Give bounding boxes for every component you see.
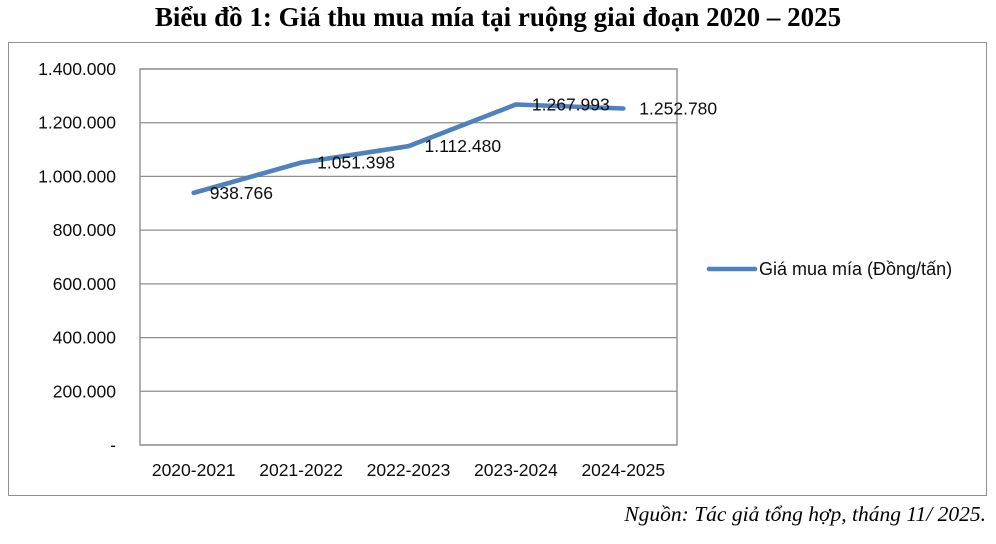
chart-frame: 1.400.000 1.200.000 1.000.000 800.000 600.00… [8,42,987,496]
x-tick-label: 2022-2023 [367,460,451,480]
data-label: 938.766 [210,183,273,203]
source-note: Nguồn: Tác giả tổng hợp, tháng 11/ 2025. [624,502,986,526]
plot-border [139,68,678,446]
data-label: 1.051.398 [317,153,395,173]
x-tick-label: 2023-2024 [474,460,558,480]
y-tick-label: 1.000.000 [38,166,116,186]
legend-label: Giá mua mía (Đồng/tấn) [759,259,952,279]
y-tick-label: 1.200.000 [38,113,116,133]
data-label: 1.267.993 [532,94,610,114]
series-line [191,102,626,196]
x-tick-label: 2020-2021 [152,460,236,480]
data-label: 1.252.780 [639,99,717,119]
y-tick-label: 400.000 [53,328,117,348]
chart-title: Biểu đồ 1: Giá thu mua mía tại ruộng gia… [154,2,842,32]
x-tick-label: 2024-2025 [581,460,665,480]
y-tick-label: 800.000 [53,220,117,240]
x-tick-label: 2021-2022 [259,460,343,480]
y-tick-label: 1.400.000 [38,59,116,79]
y-tick-label: - [110,435,116,455]
y-tick-label: 200.000 [53,381,117,401]
chart-canvas: 1.400.000 1.200.000 1.000.000 800.000 600.00… [38,59,952,480]
data-label: 1.112.480 [425,136,502,156]
y-tick-label: 600.000 [53,274,117,294]
